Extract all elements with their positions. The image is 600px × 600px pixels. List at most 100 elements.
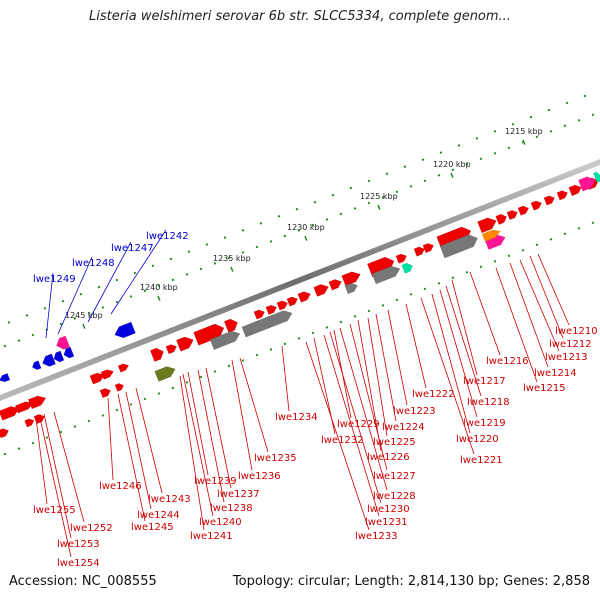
tick-dot — [439, 151, 443, 154]
gene-shape — [593, 171, 600, 183]
gene-shape — [422, 243, 435, 254]
tick-dot — [241, 359, 245, 362]
label-leader — [239, 357, 269, 453]
pseudo-gene — [241, 310, 293, 338]
scale-tick-label: 1230 kbp — [287, 223, 325, 232]
tick-dot — [269, 240, 273, 243]
forward-gene — [286, 296, 299, 307]
forward-gene — [253, 309, 266, 320]
tick-dot — [59, 322, 63, 326]
tick-dot — [437, 174, 441, 177]
reverse-gene — [42, 353, 56, 367]
tick-dot — [507, 146, 511, 150]
forward-gene-label: lwe1240 — [199, 517, 242, 528]
forward-gene-label: lwe1255 — [33, 505, 76, 516]
tick-dot — [157, 392, 161, 395]
tick-dot — [339, 320, 343, 324]
label-leader — [117, 393, 146, 522]
tick-dot — [87, 419, 91, 423]
tick-dot — [241, 229, 245, 232]
scale-tick — [82, 323, 86, 329]
label-leader — [187, 371, 209, 476]
tick-dot — [61, 299, 65, 303]
label-leader — [537, 253, 570, 326]
gene-shape — [165, 344, 178, 355]
label-leader — [231, 359, 253, 471]
trna-gene — [593, 171, 600, 183]
tick-dot — [367, 201, 371, 205]
label-leader — [329, 331, 382, 504]
tick-dot — [295, 207, 299, 211]
tick-dot — [591, 113, 595, 117]
label-leader — [135, 387, 163, 494]
tick-dot — [97, 285, 101, 289]
tick-dot — [3, 344, 7, 348]
gene-shape — [344, 282, 358, 295]
tick-dot — [479, 265, 483, 269]
label-leader — [197, 369, 225, 503]
gene-shape — [56, 335, 71, 350]
tick-dot — [241, 251, 245, 254]
tick-dot — [3, 452, 7, 456]
reverse-gene — [53, 350, 65, 363]
tick-dot — [367, 179, 371, 183]
gene-shape — [556, 190, 569, 201]
pseudo-gene — [209, 330, 241, 351]
forward-gene-label: lwe1218 — [467, 397, 510, 408]
forward-gene — [24, 418, 35, 428]
forward-gene — [165, 344, 178, 355]
gene-shape — [477, 217, 497, 234]
tick-dot — [129, 403, 133, 406]
label-leader — [451, 279, 478, 376]
label-leader — [45, 272, 54, 339]
gene-shape — [413, 246, 426, 257]
tick-dot — [325, 326, 329, 329]
forward-gene — [556, 190, 569, 201]
gene-shape — [341, 271, 361, 287]
tick-dot — [583, 94, 587, 98]
forward-gene — [530, 200, 543, 211]
gene-shape — [286, 296, 299, 307]
gene-shape — [99, 388, 112, 399]
forward-gene-label: lwe1220 — [456, 434, 499, 445]
label-leader — [125, 391, 152, 510]
forward-gene — [517, 205, 530, 216]
forward-gene-label: lwe1216 — [486, 356, 529, 367]
scale-tick — [450, 172, 454, 178]
forward-gene — [422, 243, 435, 254]
tick-dot — [31, 441, 35, 445]
tick-dot — [115, 300, 119, 304]
pseudo-gene — [344, 282, 358, 295]
scale-tick — [522, 139, 526, 145]
gene-shape — [100, 369, 114, 380]
forward-gene-label: lwe1214 — [534, 368, 577, 379]
gene-shape — [42, 353, 56, 367]
label-leader — [349, 323, 388, 471]
forward-gene — [477, 217, 497, 234]
tick-dot — [115, 278, 119, 282]
tick-dot — [187, 250, 191, 253]
gene-shape — [117, 363, 130, 373]
forward-gene-label: lwe1237 — [217, 489, 260, 500]
forward-gene — [276, 300, 289, 311]
label-leader — [431, 293, 471, 434]
gene-shape — [297, 291, 311, 303]
tick-dot — [325, 218, 329, 221]
forward-gene-label: lwe1253 — [57, 539, 100, 550]
gene-shape — [31, 360, 42, 370]
reverse-gene — [63, 346, 75, 359]
scale-tick — [230, 266, 234, 272]
tick-dot — [535, 135, 539, 139]
forward-gene-label: lwe1213 — [545, 352, 588, 363]
forward-gene-label: lwe1221 — [460, 455, 503, 466]
gene-shape — [0, 428, 10, 439]
gene-shape — [506, 210, 519, 221]
tick-dot — [87, 311, 91, 315]
label-leader — [43, 413, 72, 539]
label-leader — [367, 317, 388, 437]
tick-dot — [409, 293, 413, 296]
forward-gene-label: lwe1241 — [190, 531, 233, 542]
tick-dot — [171, 386, 175, 390]
forward-gene-label: lwe1222 — [412, 389, 455, 400]
